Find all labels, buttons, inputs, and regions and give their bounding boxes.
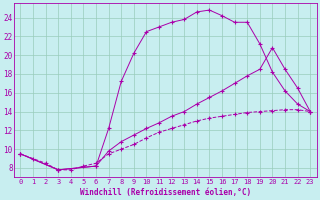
X-axis label: Windchill (Refroidissement éolien,°C): Windchill (Refroidissement éolien,°C) xyxy=(80,188,251,197)
